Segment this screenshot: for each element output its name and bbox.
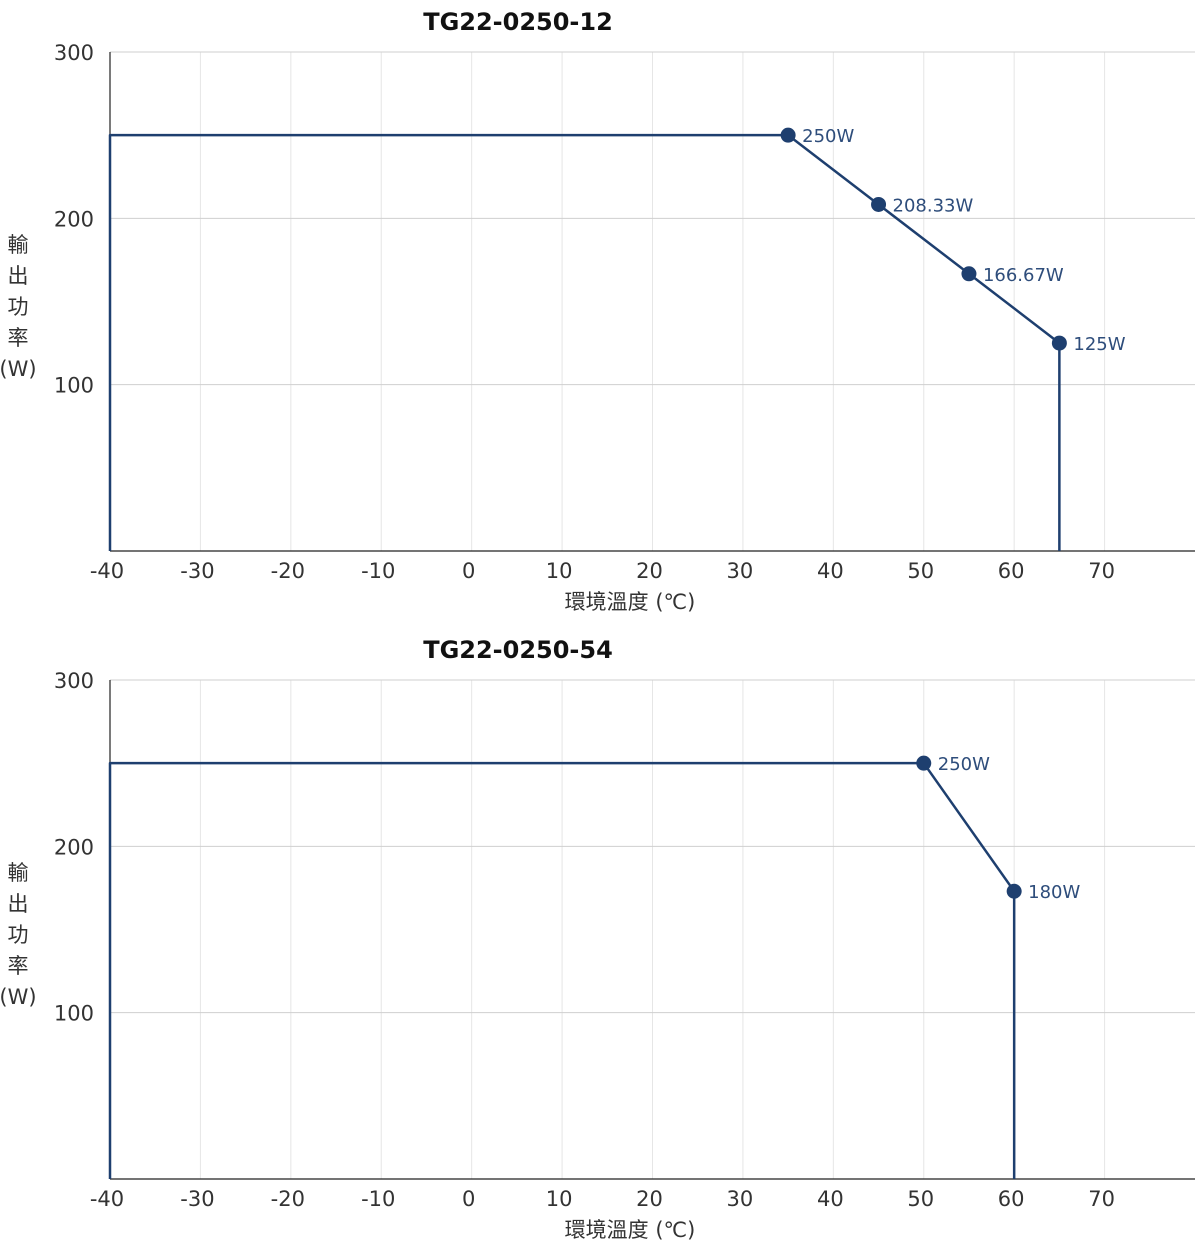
- y-axis-label-line: 出: [8, 892, 29, 916]
- x-tick-label: 10: [546, 1187, 573, 1211]
- x-tick-label: 20: [636, 1187, 663, 1211]
- chart-title: TG22-0250-54: [423, 636, 613, 664]
- data-point: [871, 196, 887, 212]
- x-tick-label: 70: [1088, 1187, 1115, 1211]
- chart-title: TG22-0250-12: [423, 8, 613, 36]
- x-tick-label: -10: [361, 559, 395, 583]
- x-tick-label: 30: [727, 1187, 754, 1211]
- x-tick-label: 20: [636, 559, 663, 583]
- x-tick-label: 60: [998, 1187, 1025, 1211]
- y-tick-label: 100: [54, 1002, 94, 1026]
- x-tick-label: -20: [271, 559, 305, 583]
- x-tick-label: 50: [907, 559, 934, 583]
- data-point: [1006, 883, 1022, 899]
- data-point-label: 180W: [1028, 882, 1080, 903]
- derating-chart-tg22-0250-12: TG22-0250-12 -40 -30 -20 -10 0 10 20 30 40 50 60 70 1…: [0, 8, 1195, 614]
- y-axis-label-line: 率: [8, 954, 29, 978]
- y-axis-label-line: 功: [8, 295, 29, 319]
- data-point-label: 208.33W: [893, 195, 974, 216]
- y-tick-label: 200: [54, 835, 94, 859]
- data-point: [780, 127, 796, 143]
- x-tick-label: 0: [462, 1187, 475, 1211]
- x-tick-label: -20: [271, 1187, 305, 1211]
- x-tick-label: 60: [998, 559, 1025, 583]
- data-point: [1051, 335, 1067, 351]
- y-axis-label-line: 輸: [8, 233, 29, 257]
- data-point-label: 250W: [938, 754, 990, 775]
- y-tick-label: 300: [54, 669, 94, 693]
- x-tick-label: 0: [462, 559, 475, 583]
- y-tick-label: 200: [54, 207, 94, 231]
- derating-chart-tg22-0250-54: TG22-0250-54 -40 -30 -20 -10 0 10 20 30 40 50 60 70 1…: [0, 636, 1195, 1242]
- x-axis-label: 環境溫度 (℃): [565, 1218, 696, 1242]
- x-tick-label: 70: [1088, 559, 1115, 583]
- y-axis-label-line: 輸: [8, 861, 29, 885]
- x-tick-label: -40: [90, 1187, 124, 1211]
- data-point-label: 125W: [1073, 334, 1125, 355]
- x-tick-label: 10: [546, 559, 573, 583]
- y-axis-label-line: (W): [0, 357, 37, 381]
- y-tick-label: 100: [54, 374, 94, 398]
- y-axis-label-line: 出: [8, 264, 29, 288]
- y-axis-label-line: 率: [8, 326, 29, 350]
- data-point: [916, 755, 932, 771]
- x-tick-label: -40: [90, 559, 124, 583]
- y-axis-label-line: 功: [8, 923, 29, 947]
- y-tick-label: 300: [54, 41, 94, 65]
- x-tick-label: 30: [727, 559, 754, 583]
- y-axis-label-line: (W): [0, 985, 37, 1009]
- x-tick-label: 50: [907, 1187, 934, 1211]
- x-tick-label: -10: [361, 1187, 395, 1211]
- x-tick-label: 40: [817, 559, 844, 583]
- data-point-label: 250W: [802, 126, 854, 147]
- x-axis-label: 環境溫度 (℃): [565, 590, 696, 614]
- data-point: [961, 266, 977, 282]
- x-tick-label: -30: [180, 559, 214, 583]
- x-tick-label: 40: [817, 1187, 844, 1211]
- x-tick-label: -30: [180, 1187, 214, 1211]
- data-point-label: 166.67W: [983, 265, 1064, 286]
